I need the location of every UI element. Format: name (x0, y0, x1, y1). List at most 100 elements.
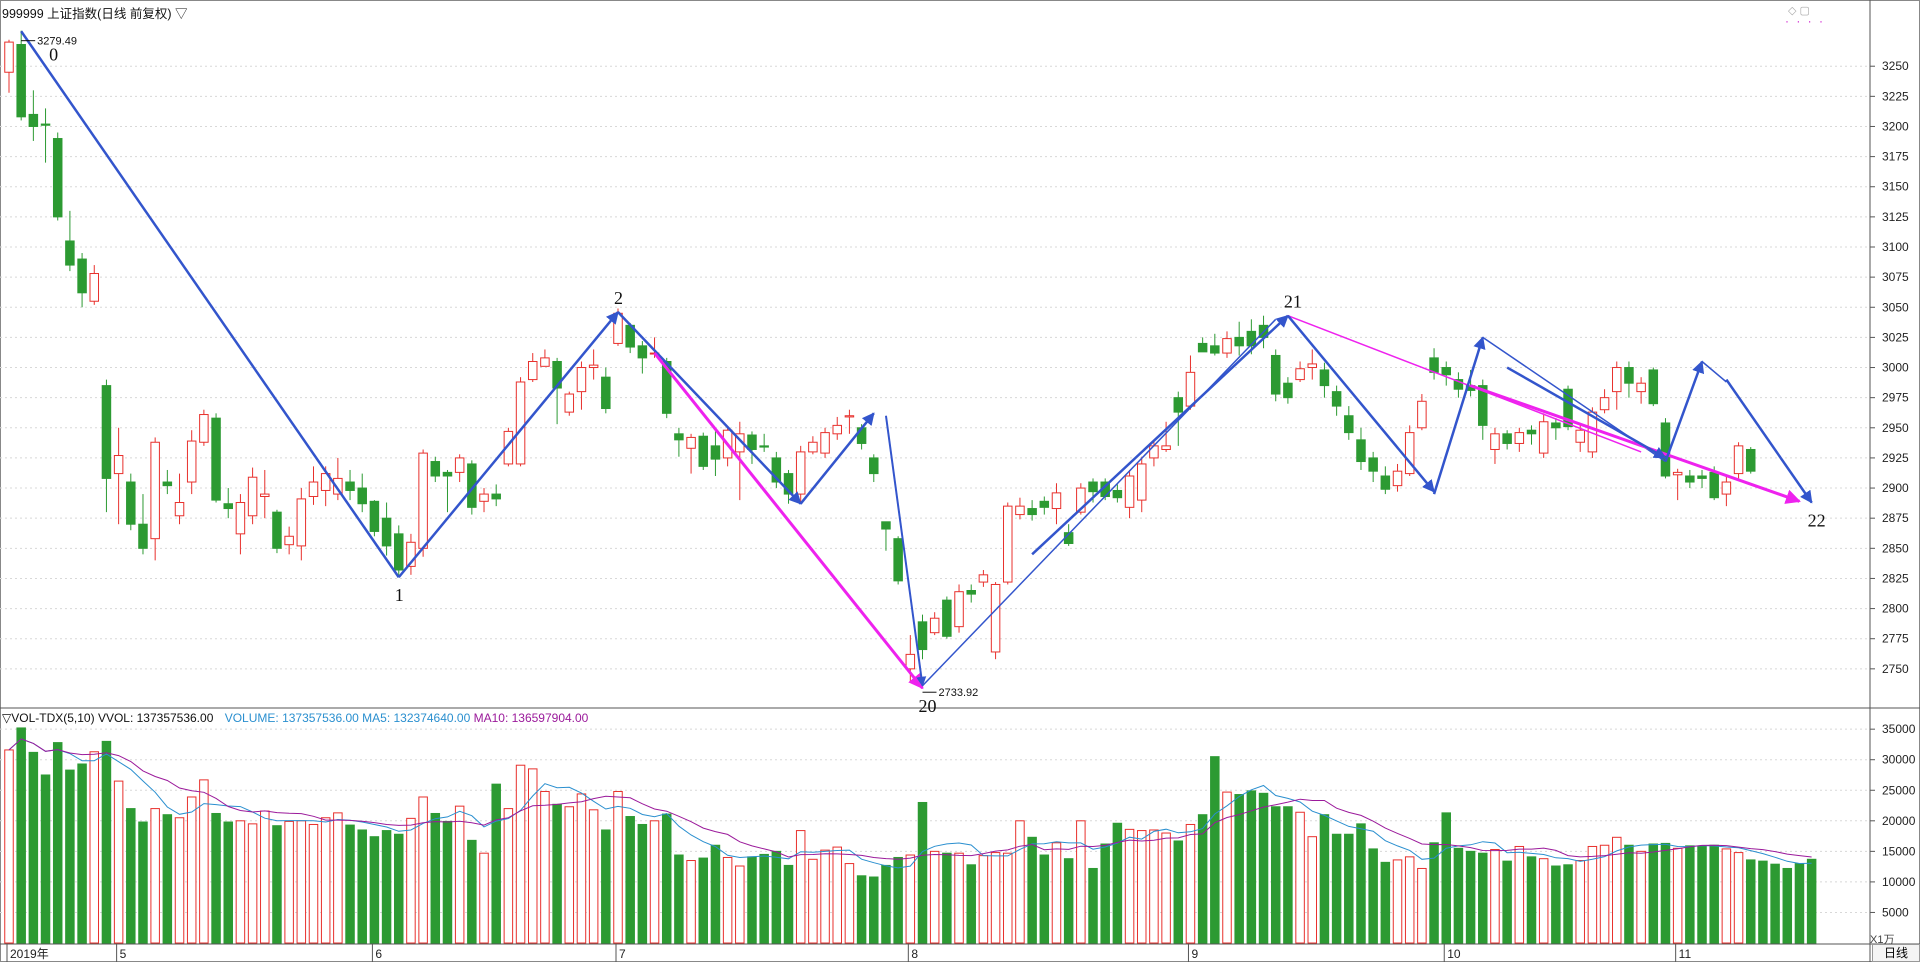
wave-line-magenta (1287, 315, 1642, 453)
period-button[interactable]: 日线 (1872, 944, 1920, 962)
candle-body (174, 502, 185, 517)
volume-bar (52, 742, 63, 944)
candle-body (1003, 505, 1013, 583)
candle (917, 614, 928, 660)
volume-bar (1648, 843, 1659, 944)
volume-bar (1331, 833, 1342, 944)
candle-body (211, 417, 221, 501)
candle (1685, 469, 1695, 489)
candle (1563, 385, 1573, 431)
candle-body (1538, 421, 1549, 454)
volume-bar (1441, 812, 1451, 944)
volume-bar (1136, 830, 1147, 944)
volume-bar (479, 852, 489, 944)
candle (199, 409, 209, 446)
candle-body (1417, 400, 1427, 429)
candle (552, 357, 562, 425)
candle (1551, 418, 1561, 440)
candle-body (1368, 457, 1378, 472)
price-tick-label: 3100 (1882, 240, 1909, 254)
candle (1295, 361, 1305, 382)
volume-bar (1758, 860, 1768, 944)
volume-bar (101, 740, 112, 944)
volume-bar (1587, 845, 1598, 944)
volume-bar (1685, 845, 1695, 944)
candle-body (613, 312, 623, 344)
chart-title[interactable]: 999999 上证指数(日线 前复权) ▽ (2, 7, 188, 21)
candle (978, 570, 989, 587)
volume-bar (211, 812, 221, 944)
candle (1003, 502, 1013, 585)
candle-body (1088, 481, 1098, 493)
volume-bar (1283, 806, 1293, 944)
volume-bar (162, 814, 173, 944)
candle-body (1270, 354, 1281, 395)
candle-body (1344, 415, 1354, 434)
volume-bar (345, 824, 355, 944)
candle-body (1709, 471, 1719, 499)
candle-body (1648, 369, 1659, 405)
candle-body (1563, 388, 1573, 428)
candle-body (1660, 422, 1671, 477)
price-tick-label: 2925 (1882, 451, 1909, 465)
candle-body (1246, 330, 1257, 347)
volume-unit-label: X1万 (1870, 934, 1895, 946)
volume-tick-label: 25000 (1882, 783, 1916, 797)
top-dots: · · · · (1785, 14, 1825, 28)
volume-bar (199, 779, 209, 944)
candle (101, 379, 112, 513)
candle (442, 469, 453, 513)
price-tick-label: 2900 (1882, 481, 1909, 495)
volume-bar (661, 813, 672, 944)
volume-bar (1709, 844, 1719, 944)
month-label: 2019年 (10, 947, 49, 961)
volume-bar (503, 808, 514, 944)
candle (1270, 349, 1281, 402)
volume-bar (1234, 794, 1244, 944)
candle (1380, 466, 1391, 495)
candle-body (905, 653, 916, 670)
price-tick-label: 2950 (1882, 421, 1909, 435)
price-tick-label: 3150 (1882, 180, 1909, 194)
candle (357, 473, 367, 513)
vol-indicator-name[interactable]: ▽VOL-TDX(5,10) (2, 711, 95, 725)
candle (1514, 427, 1525, 452)
candle (1307, 349, 1318, 380)
window-restore-icon[interactable]: ◇ ▢ (1788, 5, 1810, 17)
candle-body (759, 445, 769, 448)
volume-bar (893, 856, 903, 944)
candle (150, 437, 160, 561)
candle-body (1197, 342, 1208, 353)
volume-bar (320, 817, 331, 944)
candle-body (101, 385, 112, 479)
volume-bar (150, 808, 160, 944)
volume-bar (16, 727, 26, 944)
candle (869, 454, 879, 483)
volume-bar (1319, 814, 1330, 944)
candle (759, 433, 769, 452)
candle-body (308, 481, 319, 497)
candle (1721, 476, 1732, 507)
volume-bar (1368, 848, 1378, 944)
candle (1027, 500, 1037, 521)
volume-bar (454, 805, 465, 944)
volume-bar (1538, 858, 1549, 944)
wave-line-magenta (653, 352, 924, 690)
candle (576, 361, 587, 410)
candle-body (284, 535, 294, 546)
price-tick-label: 3225 (1882, 89, 1909, 103)
candle (1039, 496, 1050, 515)
candle (1502, 430, 1512, 450)
candle-body (65, 240, 75, 266)
candle-body (966, 590, 976, 595)
volume-bar (1307, 836, 1318, 944)
month-label: 5 (120, 947, 127, 961)
price-tick-label: 3025 (1882, 330, 1909, 344)
candle (1392, 463, 1403, 492)
volume-bar (722, 856, 733, 944)
candle-body (1636, 382, 1646, 393)
candle (1575, 425, 1585, 452)
volume-bar (1404, 856, 1415, 944)
volume-bar (1258, 792, 1269, 944)
